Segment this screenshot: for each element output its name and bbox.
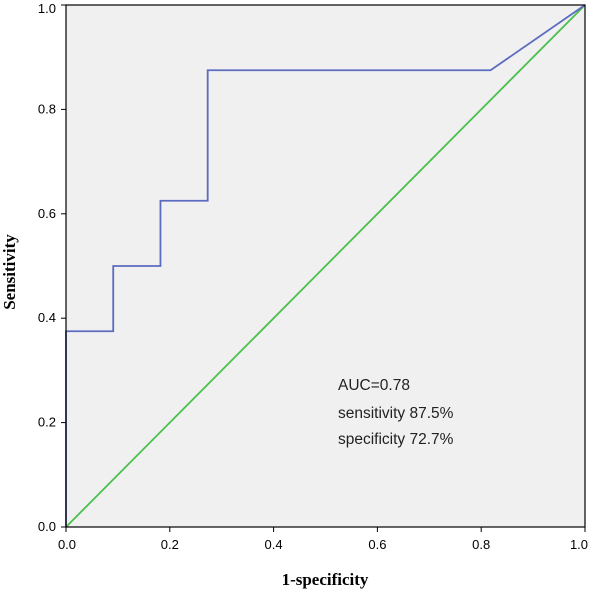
x-tick-label: 0.8 [472,537,490,552]
y-axis-title: Sensitivity [0,234,19,310]
y-tick-label: 1.0 [38,1,56,16]
x-tick-label: 0.0 [58,537,76,552]
plot-frame [65,4,586,528]
y-tick-label: 0.8 [38,101,56,116]
x-axis-title: 1-specificity [282,570,369,589]
y-tick-label: 0.2 [38,415,56,430]
roc-curve-line [65,4,586,527]
x-tick-label: 0.2 [161,537,179,552]
x-tick-label: 0.6 [368,537,386,552]
annotation-sensitivity: sensitivity 87.5% [338,405,454,422]
annotation-auc: AUC=0.78 [338,377,410,394]
y-tick-label: 0.0 [38,519,56,534]
annotation-specificity: specificity 72.7% [338,431,454,448]
reference-diagonal-line [65,4,586,528]
x-tick-label: 0.4 [265,537,283,552]
y-tick-label: 0.4 [38,310,56,325]
x-tick-label: 1.0 [570,537,588,552]
y-tick-label: 0.6 [38,206,56,221]
